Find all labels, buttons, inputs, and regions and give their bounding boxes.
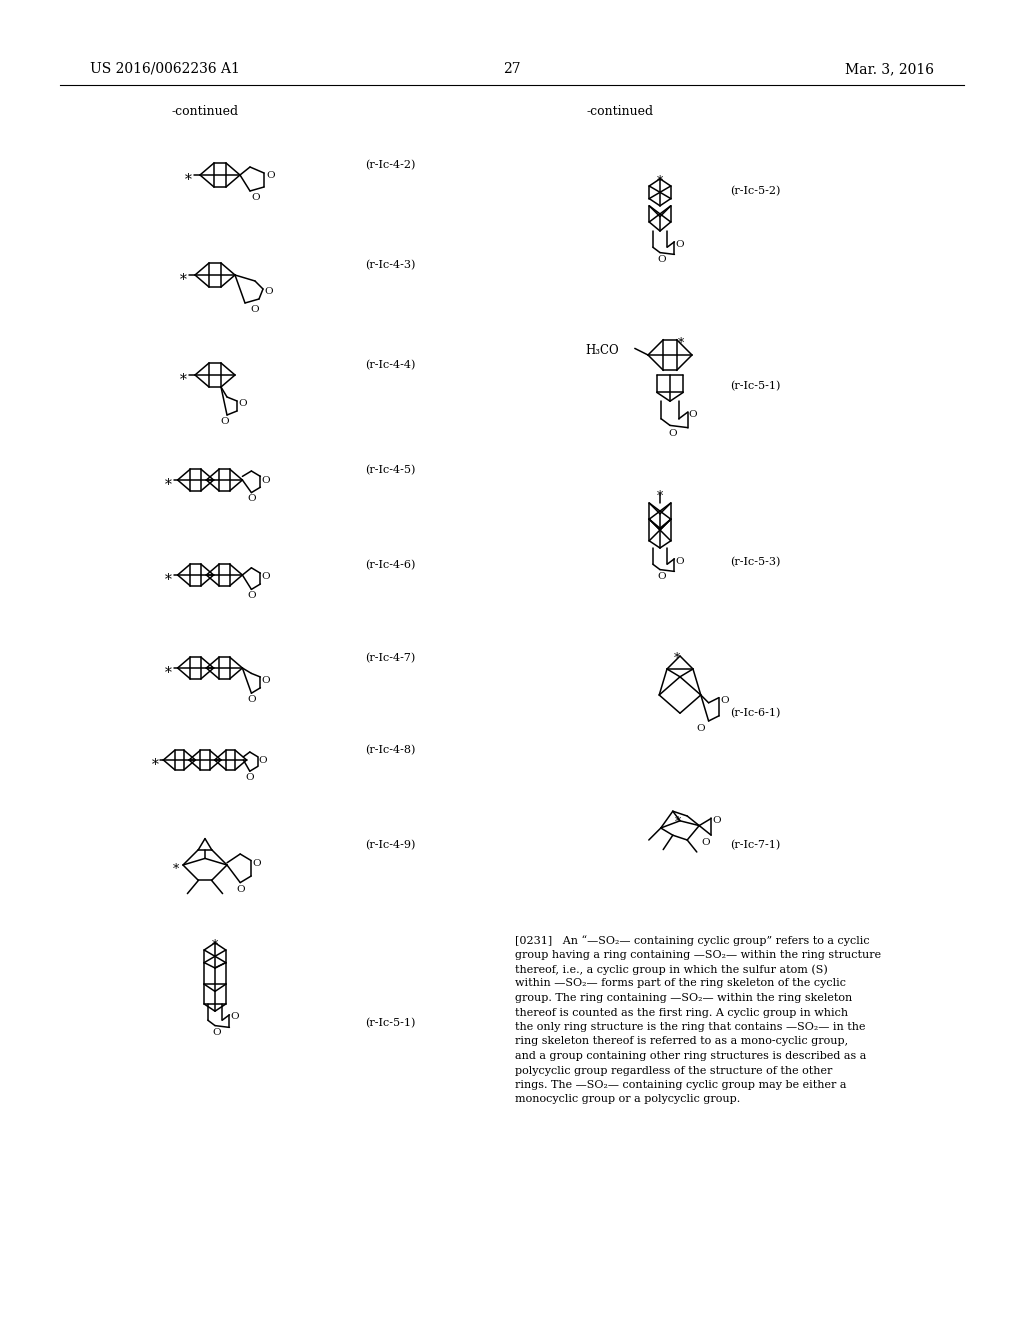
Text: O: O bbox=[247, 696, 256, 704]
Text: O: O bbox=[213, 1028, 221, 1038]
Text: O: O bbox=[252, 859, 261, 869]
Text: *: * bbox=[180, 374, 187, 387]
Text: Mar. 3, 2016: Mar. 3, 2016 bbox=[845, 62, 934, 77]
Text: *: * bbox=[180, 273, 187, 286]
Text: (r-Ic-4-9): (r-Ic-4-9) bbox=[365, 840, 416, 850]
Text: monocyclic group or a polycyclic group.: monocyclic group or a polycyclic group. bbox=[515, 1094, 740, 1105]
Text: O: O bbox=[657, 255, 667, 264]
Text: *: * bbox=[675, 816, 681, 829]
Text: 27: 27 bbox=[503, 62, 521, 77]
Text: O: O bbox=[266, 172, 274, 180]
Text: within —SO₂— forms part of the ring skeleton of the cyclic: within —SO₂— forms part of the ring skel… bbox=[515, 978, 846, 989]
Text: O: O bbox=[689, 411, 697, 418]
Text: O: O bbox=[701, 838, 711, 846]
Text: O: O bbox=[675, 240, 684, 249]
Text: (r-Ic-5-3): (r-Ic-5-3) bbox=[730, 557, 780, 568]
Text: ring skeleton thereof is referred to as a mono-cyclic group,: ring skeleton thereof is referred to as … bbox=[515, 1036, 848, 1047]
Text: H₃CO: H₃CO bbox=[586, 345, 620, 356]
Text: the only ring structure is the ring that contains —SO₂— in the: the only ring structure is the ring that… bbox=[515, 1022, 865, 1032]
Text: O: O bbox=[713, 816, 721, 825]
Text: O: O bbox=[668, 429, 677, 438]
Text: (r-Ic-4-4): (r-Ic-4-4) bbox=[365, 360, 416, 371]
Text: (r-Ic-4-7): (r-Ic-4-7) bbox=[365, 653, 416, 664]
Text: *: * bbox=[165, 667, 172, 680]
Text: O: O bbox=[264, 286, 272, 296]
Text: (r-Ic-4-2): (r-Ic-4-2) bbox=[365, 160, 416, 170]
Text: (r-Ic-5-1): (r-Ic-5-1) bbox=[730, 381, 780, 392]
Text: O: O bbox=[247, 591, 256, 601]
Text: *: * bbox=[172, 863, 178, 875]
Text: O: O bbox=[251, 305, 259, 314]
Text: *: * bbox=[656, 176, 664, 189]
Text: *: * bbox=[165, 573, 172, 587]
Text: -continued: -continued bbox=[171, 106, 239, 117]
Text: (r-Ic-5-2): (r-Ic-5-2) bbox=[730, 186, 780, 197]
Text: thereof, i.e., a cyclic group in which the sulfur atom (S): thereof, i.e., a cyclic group in which t… bbox=[515, 964, 827, 974]
Text: (r-Ic-4-5): (r-Ic-4-5) bbox=[365, 465, 416, 475]
Text: *: * bbox=[185, 173, 193, 187]
Text: group having a ring containing —SO₂— within the ring structure: group having a ring containing —SO₂— wit… bbox=[515, 949, 881, 960]
Text: *: * bbox=[152, 759, 159, 772]
Text: O: O bbox=[252, 193, 260, 202]
Text: *: * bbox=[674, 652, 681, 665]
Text: O: O bbox=[247, 495, 256, 503]
Text: O: O bbox=[657, 573, 667, 581]
Text: and a group containing other ring structures is described as a: and a group containing other ring struct… bbox=[515, 1051, 866, 1061]
Text: O: O bbox=[261, 477, 270, 486]
Text: O: O bbox=[259, 756, 267, 766]
Text: US 2016/0062236 A1: US 2016/0062236 A1 bbox=[90, 62, 240, 77]
Text: (r-Ic-6-1): (r-Ic-6-1) bbox=[730, 708, 780, 718]
Text: (r-Ic-4-8): (r-Ic-4-8) bbox=[365, 744, 416, 755]
Text: O: O bbox=[221, 417, 229, 426]
Text: thereof is counted as the first ring. A cyclic group in which: thereof is counted as the first ring. A … bbox=[515, 1007, 848, 1018]
Text: (r-Ic-7-1): (r-Ic-7-1) bbox=[730, 840, 780, 850]
Text: polycyclic group regardless of the structure of the other: polycyclic group regardless of the struc… bbox=[515, 1065, 833, 1076]
Text: *: * bbox=[165, 478, 172, 492]
Text: (r-Ic-5-1): (r-Ic-5-1) bbox=[365, 1019, 416, 1028]
Text: *: * bbox=[678, 338, 684, 350]
Text: [0231]   An “—SO₂— containing cyclic group” refers to a cyclic: [0231] An “—SO₂— containing cyclic group… bbox=[515, 935, 869, 946]
Text: O: O bbox=[236, 884, 245, 894]
Text: -continued: -continued bbox=[587, 106, 653, 117]
Text: O: O bbox=[246, 772, 254, 781]
Text: O: O bbox=[230, 1012, 239, 1022]
Text: (r-Ic-4-3): (r-Ic-4-3) bbox=[365, 260, 416, 271]
Text: O: O bbox=[238, 399, 247, 408]
Text: (r-Ic-4-6): (r-Ic-4-6) bbox=[365, 560, 416, 570]
Text: *: * bbox=[212, 940, 218, 952]
Text: O: O bbox=[720, 697, 729, 705]
Text: O: O bbox=[261, 676, 270, 685]
Text: group. The ring containing —SO₂— within the ring skeleton: group. The ring containing —SO₂— within … bbox=[515, 993, 852, 1003]
Text: rings. The —SO₂— containing cyclic group may be either a: rings. The —SO₂— containing cyclic group… bbox=[515, 1080, 847, 1090]
Text: O: O bbox=[261, 573, 270, 581]
Text: *: * bbox=[656, 491, 664, 503]
Text: O: O bbox=[675, 557, 684, 566]
Text: O: O bbox=[696, 723, 706, 733]
